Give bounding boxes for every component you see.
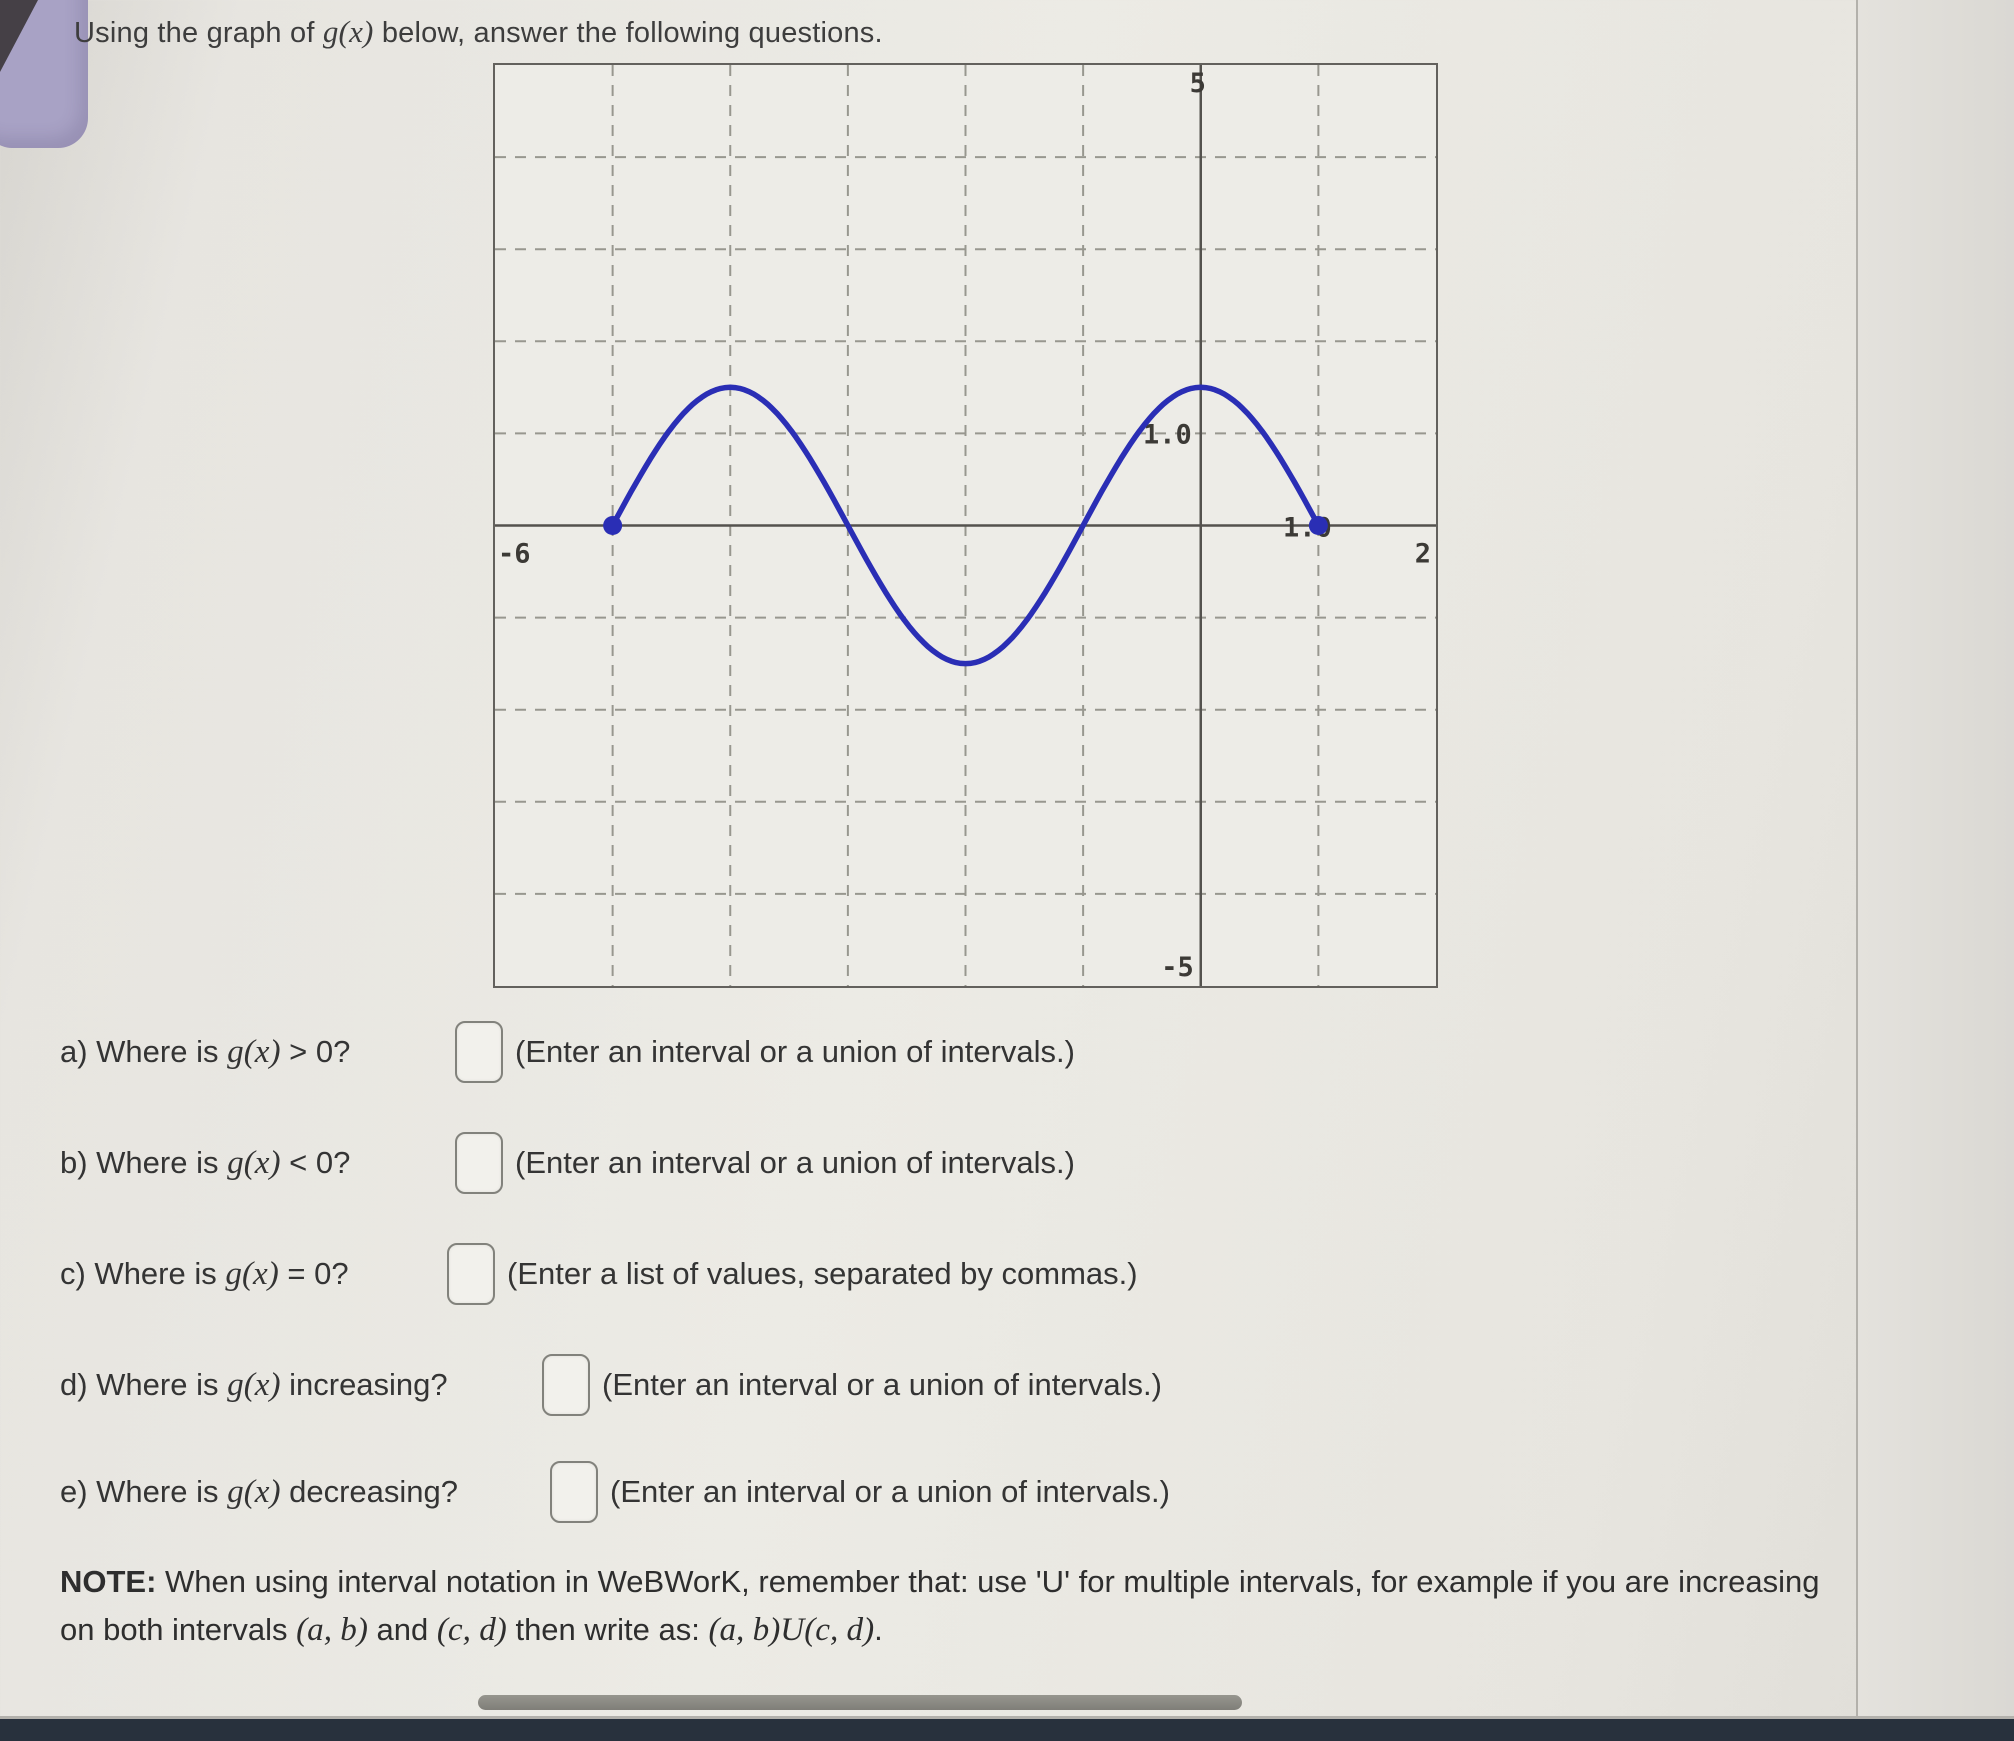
- horizontal-scrollbar-thumb[interactable]: [478, 1695, 1242, 1710]
- question-d-label: d) Where is g(x) increasing?: [60, 1366, 448, 1403]
- graph-svg: 51.0-5-61.02: [495, 65, 1436, 986]
- svg-text:2: 2: [1415, 539, 1431, 570]
- answer-input-c[interactable]: [447, 1243, 495, 1305]
- math-interval-ab: (a, b): [296, 1611, 368, 1649]
- question-e-label: e) Where is g(x) decreasing?: [60, 1473, 459, 1510]
- answer-hint-a: (Enter an interval or a union of interva…: [515, 1034, 1075, 1069]
- svg-text:-5: -5: [1161, 952, 1194, 983]
- question-row-a: a) Where is g(x) > 0? (Enter an interval…: [60, 1012, 1075, 1092]
- math-gx: g(x): [225, 1255, 279, 1292]
- math-gx: g(x): [227, 1366, 281, 1403]
- interval-notation-note: NOTE: When using interval notation in We…: [60, 1564, 1820, 1649]
- answer-input-e[interactable]: [550, 1461, 598, 1523]
- corner-dark-triangle: [0, 0, 38, 72]
- function-graph: 5 1.0 -5 -6 1.0 2: [493, 63, 1438, 988]
- page-title: Using the graph of g(x) below, answer th…: [74, 14, 883, 49]
- answer-input-b[interactable]: [455, 1132, 503, 1194]
- math-gx: g(x): [322, 14, 374, 49]
- math-gx: g(x): [227, 1144, 281, 1181]
- screen-bottom-bezel: [0, 1716, 2014, 1741]
- answer-hint-b: (Enter an interval or a union of interva…: [515, 1145, 1075, 1180]
- svg-text:-6: -6: [498, 539, 531, 570]
- question-row-e: e) Where is g(x) decreasing? (Enter an i…: [60, 1452, 1170, 1532]
- answer-hint-d: (Enter an interval or a union of interva…: [602, 1367, 1162, 1402]
- math-gx: g(x): [227, 1033, 281, 1070]
- question-a-label: a) Where is g(x) > 0?: [60, 1033, 351, 1070]
- math-interval-cd: (c, d): [436, 1611, 507, 1649]
- answer-hint-e: (Enter an interval or a union of interva…: [610, 1474, 1170, 1509]
- math-interval-union: (a, b)U(c, d): [708, 1611, 875, 1649]
- answer-hint-c: (Enter a list of values, separated by co…: [507, 1256, 1138, 1291]
- answer-input-a[interactable]: [455, 1021, 503, 1083]
- page-right-edge: [1856, 0, 2014, 1717]
- svg-text:5: 5: [1190, 68, 1206, 99]
- math-gx: g(x): [227, 1473, 281, 1510]
- svg-text:1.0: 1.0: [1143, 419, 1192, 450]
- answer-input-d[interactable]: [542, 1354, 590, 1416]
- question-row-b: b) Where is g(x) < 0? (Enter an interval…: [60, 1123, 1075, 1203]
- question-b-label: b) Where is g(x) < 0?: [60, 1144, 351, 1181]
- question-c-label: c) Where is g(x) = 0?: [60, 1255, 349, 1292]
- question-row-d: d) Where is g(x) increasing? (Enter an i…: [60, 1345, 1162, 1425]
- question-row-c: c) Where is g(x) = 0? (Enter a list of v…: [60, 1234, 1138, 1314]
